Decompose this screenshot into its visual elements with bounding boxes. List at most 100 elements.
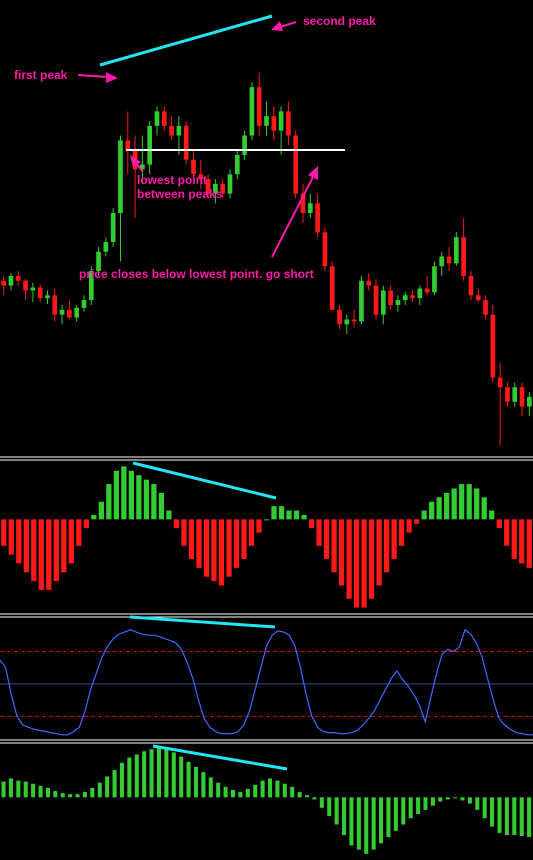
- candle-body-72: [527, 396, 532, 407]
- second-peak-arrow: [271, 21, 297, 31]
- candle-body-12: [88, 271, 94, 301]
- candle-47: [344, 314, 350, 334]
- candle-63: [461, 217, 466, 281]
- candle-body-0: [1, 280, 6, 286]
- momentum-bar-20: [149, 749, 154, 798]
- candle-body-21: [154, 111, 160, 126]
- momentum-bar-38: [282, 783, 287, 798]
- candle-42: [307, 193, 313, 218]
- candle-body-27: [198, 174, 204, 180]
- momentum-divergence-trendline: [152, 744, 288, 771]
- candle-body-50: [366, 280, 372, 286]
- histogram-bar-48: [361, 519, 367, 608]
- oscillator-line: [0, 628, 533, 736]
- momentum-bar-26: [193, 766, 199, 798]
- momentum-bar-54: [401, 797, 406, 825]
- histogram-bar-55: [414, 519, 420, 524]
- candle-body-17: [125, 140, 131, 151]
- histogram-bar-65: [489, 510, 495, 520]
- candle-30: [220, 179, 226, 199]
- histogram-bar-66: [496, 519, 502, 529]
- histogram-panel: [1, 466, 532, 608]
- momentum-bar-39: [290, 786, 295, 798]
- candle-25: [183, 121, 189, 165]
- candle-13: [96, 246, 101, 276]
- momentum-bar-59: [438, 797, 443, 802]
- histogram-bar-51: [383, 519, 390, 573]
- candle-body-31: [227, 174, 233, 194]
- histogram-bar-9: [68, 519, 74, 564]
- momentum-bar-53: [393, 797, 398, 831]
- histogram-bar-28: [211, 519, 217, 582]
- candle-48: [351, 309, 357, 328]
- candle-71: [519, 382, 525, 417]
- candle-body-28: [205, 179, 211, 194]
- histogram-bar-29: [218, 519, 225, 586]
- momentum-bar-47: [349, 797, 354, 846]
- candle-61: [446, 246, 452, 272]
- candle-15: [110, 208, 116, 247]
- momentum-bar-57: [423, 797, 428, 810]
- histogram-bar-63: [474, 488, 480, 520]
- candle-body-16: [118, 140, 123, 213]
- momentum-bar-15: [112, 770, 117, 798]
- momentum-bar-55: [408, 797, 413, 819]
- candle-body-9: [67, 309, 72, 318]
- histogram-bar-56: [421, 510, 427, 520]
- first-to-second-peak-trendline: [99, 14, 273, 67]
- momentum-bar-33: [245, 788, 250, 798]
- candle-body-5: [37, 287, 43, 299]
- momentum-bar-70: [519, 797, 524, 837]
- momentum-bar-50: [371, 797, 376, 850]
- momentum-bar-69: [512, 797, 517, 835]
- momentum-bar-65: [482, 797, 487, 819]
- histogram-bar-46: [346, 519, 352, 599]
- momentum-bar-2: [16, 780, 21, 798]
- histogram-bar-10: [76, 519, 82, 546]
- momentum-bar-19: [142, 751, 147, 798]
- first-peak-label: first peak: [14, 68, 68, 82]
- momentum-bar-46: [342, 797, 347, 835]
- momentum-bar-58: [430, 797, 435, 806]
- candle-1: [8, 273, 14, 291]
- histogram-bar-4: [31, 519, 37, 582]
- momentum-bar-64: [475, 797, 480, 810]
- candle-21: [154, 106, 160, 136]
- candle-body-26: [191, 159, 196, 175]
- candle-60: [439, 251, 445, 276]
- histogram-bar-53: [398, 519, 405, 546]
- momentum-bar-32: [238, 792, 243, 798]
- candle-body-61: [446, 256, 452, 264]
- momentum-bar-37: [275, 780, 280, 798]
- histogram-bar-60: [451, 488, 457, 520]
- candle-36: [264, 101, 269, 136]
- histogram-bar-0: [1, 519, 7, 546]
- candle-70: [512, 382, 518, 407]
- candle-11: [81, 295, 87, 312]
- candle-53: [388, 285, 393, 310]
- candle-65: [475, 288, 481, 303]
- candle-body-30: [220, 183, 226, 194]
- histogram-bar-38: [286, 510, 292, 520]
- momentum-bar-52: [386, 797, 391, 838]
- candle-52: [380, 285, 386, 325]
- candle-body-65: [475, 295, 481, 301]
- entry-signal-label: price closes below lowest point. go shor…: [79, 267, 314, 281]
- candle-body-52: [380, 290, 386, 315]
- candle-body-71: [519, 387, 525, 407]
- candle-0: [1, 275, 6, 296]
- momentum-bar-27: [201, 772, 206, 798]
- lowest-point-arrow: [130, 155, 144, 173]
- candle-66: [483, 295, 488, 320]
- momentum-bar-1: [8, 778, 13, 798]
- annotation-labels: first peak second peak lowest point betw…: [14, 14, 376, 281]
- histogram-bar-67: [504, 519, 510, 546]
- candle-51: [373, 278, 379, 320]
- candle-body-47: [344, 319, 350, 325]
- candle-38: [278, 106, 284, 155]
- candle-body-62: [453, 237, 459, 264]
- histogram-bar-58: [436, 497, 442, 520]
- candle-body-34: [249, 87, 255, 136]
- candle-14: [103, 237, 109, 257]
